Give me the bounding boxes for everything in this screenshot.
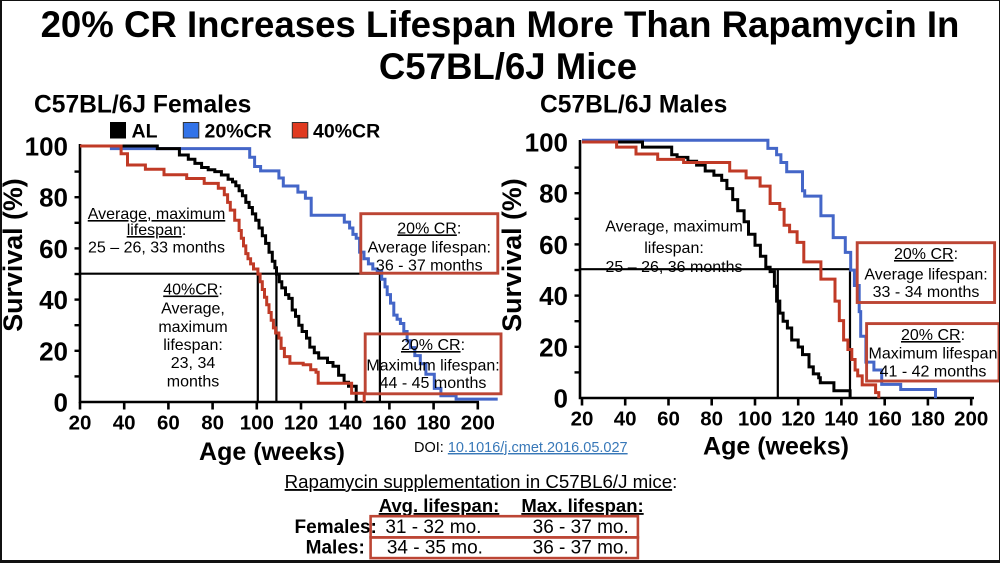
svg-text:Avg. lifespan:: Avg. lifespan: [379,495,500,516]
svg-text:Age (weeks): Age (weeks) [703,433,849,461]
svg-text:60: 60 [657,408,680,431]
svg-text:40%CR: 40%CR [313,121,380,143]
svg-text:100: 100 [25,131,68,161]
svg-text:160: 160 [868,408,902,431]
svg-text:80: 80 [539,179,568,209]
svg-text:100: 100 [738,408,772,431]
svg-text:180: 180 [416,412,450,435]
svg-text:140: 140 [824,408,858,431]
svg-text:60: 60 [157,412,180,435]
svg-text:Average,: Average, [161,301,225,318]
svg-text:lifespan:: lifespan: [163,337,223,354]
svg-text:Females:: Females: [295,517,377,538]
svg-text:Survival (%): Survival (%) [497,178,527,331]
svg-text:40: 40 [113,412,136,435]
svg-text:44 - 45 months: 44 - 45 months [380,375,487,392]
svg-text:40: 40 [539,281,568,311]
svg-text:Maximum lifespan:: Maximum lifespan: [366,358,499,375]
svg-text:Maximum lifespan: Maximum lifespan [869,345,998,362]
svg-text:200: 200 [461,412,495,435]
svg-text:40: 40 [614,408,637,431]
svg-text:C57BL/6J Females: C57BL/6J Females [34,91,251,118]
svg-text:80: 80 [700,408,723,431]
svg-text:Survival (%): Survival (%) [0,178,28,331]
svg-text:33 - 34 months: 33 - 34 months [873,284,980,301]
svg-text:20% CR:: 20% CR: [401,337,465,354]
svg-text:20: 20 [39,336,68,366]
svg-text:36 - 37 mo.: 36 - 37 mo. [533,538,629,559]
svg-text:Age (weeks): Age (weeks) [199,438,345,466]
svg-text:80: 80 [39,183,68,213]
svg-text:36 - 37 mo.: 36 - 37 mo. [533,517,629,538]
svg-text:20% CR:: 20% CR: [901,327,965,344]
svg-text:20: 20 [571,408,594,431]
svg-text:120: 120 [284,412,318,435]
svg-text:lifespan:: lifespan: [127,222,187,239]
svg-text:160: 160 [372,412,406,435]
svg-text:36 - 37 months: 36 - 37 months [376,257,483,274]
svg-text:20% CR:: 20% CR: [397,220,461,237]
svg-text:Max. lifespan:: Max. lifespan: [521,495,643,516]
svg-text:20% CR:: 20% CR: [894,246,958,263]
svg-text:41 - 42 months: 41 - 42 months [880,363,987,380]
svg-text:Average, maximum: Average, maximum [605,219,743,236]
svg-text:maximum: maximum [158,319,227,336]
svg-text:Males:: Males: [306,538,365,559]
svg-text:31 - 32 mo.: 31 - 32 mo. [385,517,481,538]
svg-text:Rapamycin supplementation in C: Rapamycin supplementation in C57BL6/J mi… [285,471,678,492]
svg-text:months: months [167,374,219,391]
svg-text:20: 20 [539,332,568,362]
svg-text:20: 20 [69,412,92,435]
svg-text:140: 140 [328,412,362,435]
svg-text:100: 100 [240,412,274,435]
svg-text:0: 0 [54,388,68,418]
svg-text:40: 40 [39,285,68,315]
svg-text:C57BL/6J Males: C57BL/6J Males [540,91,727,118]
svg-text:60: 60 [539,230,568,260]
svg-text:23, 34: 23, 34 [171,355,216,372]
svg-text:25 – 26, 36 months: 25 – 26, 36 months [606,259,743,276]
svg-text:180: 180 [911,408,945,431]
svg-text:40%CR:: 40%CR: [163,282,223,299]
svg-text:100: 100 [525,127,568,157]
svg-text:200: 200 [954,408,988,431]
svg-text:0: 0 [554,384,568,414]
svg-text:DOI: 10.1016/j.cmet.2016.05.02: DOI: 10.1016/j.cmet.2016.05.027 [414,440,628,456]
svg-text:120: 120 [781,408,815,431]
svg-text:20%CR: 20%CR [205,121,272,143]
svg-text:80: 80 [201,412,224,435]
svg-text:lifespan:: lifespan: [644,240,704,257]
svg-text:25 – 26, 33 months: 25 – 26, 33 months [88,240,225,257]
svg-text:60: 60 [39,234,68,264]
svg-text:Average lifespan:: Average lifespan: [864,267,987,284]
svg-text:Average, maximum: Average, maximum [88,206,226,223]
svg-text:34 - 35 mo.: 34 - 35 mo. [387,538,483,559]
svg-text:Average lifespan:: Average lifespan: [368,239,491,256]
svg-text:AL: AL [132,121,158,143]
